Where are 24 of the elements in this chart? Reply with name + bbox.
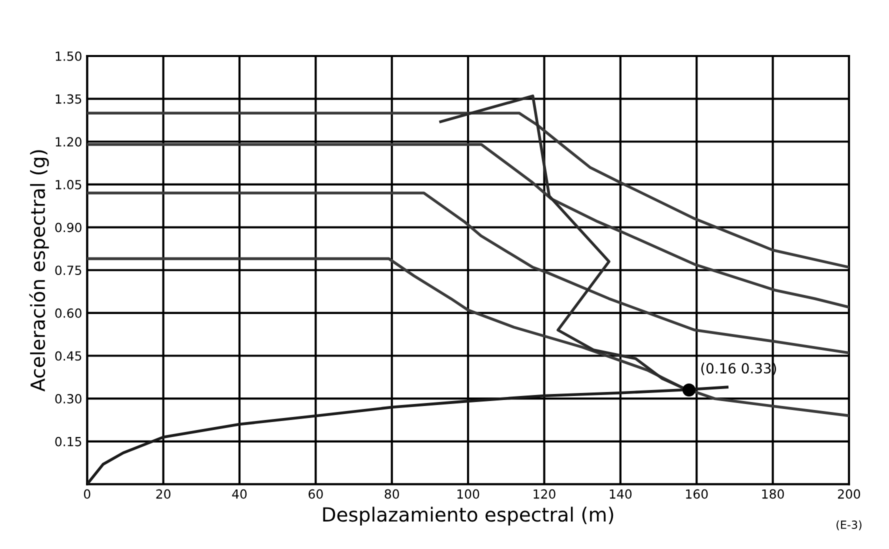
y-tick-label: 0.45 (55, 351, 82, 361)
y-tick-label: 0.30 (55, 394, 82, 404)
x-tick-label: 40 (232, 489, 247, 499)
x-tick-label: 100 (458, 489, 480, 499)
x-tick-label: 60 (308, 489, 323, 499)
y-tick-label: 1.05 (56, 180, 82, 190)
x-tick-label: 20 (156, 489, 170, 499)
text: (E-3) (836, 520, 862, 530)
x-axis-title: Desplazamiento espectral (m) (323, 506, 614, 526)
y-tick-label: 0.60 (55, 308, 82, 318)
x-tick-label: 180 (762, 489, 784, 499)
x-tick-label: 120 (534, 489, 556, 499)
y-tick-label: 1.50 (56, 51, 82, 61)
y-axis-title: Aceleración espectral (g) (29, 150, 49, 392)
y-tick-label: 0.75 (55, 266, 82, 276)
x-tick-label: 80 (384, 489, 399, 499)
y-tick-label: 0.90 (55, 222, 82, 232)
y-tick-label: 0.15 (55, 436, 82, 446)
y-tick-label: 1.35 (56, 94, 82, 104)
x-tick-label: 140 (610, 489, 632, 499)
x-tick-label: 200 (838, 489, 860, 499)
y-tick-label: 1.20 (56, 137, 82, 147)
x-tick-label: 0 (84, 489, 90, 499)
x-tick-label: 160 (686, 489, 708, 499)
